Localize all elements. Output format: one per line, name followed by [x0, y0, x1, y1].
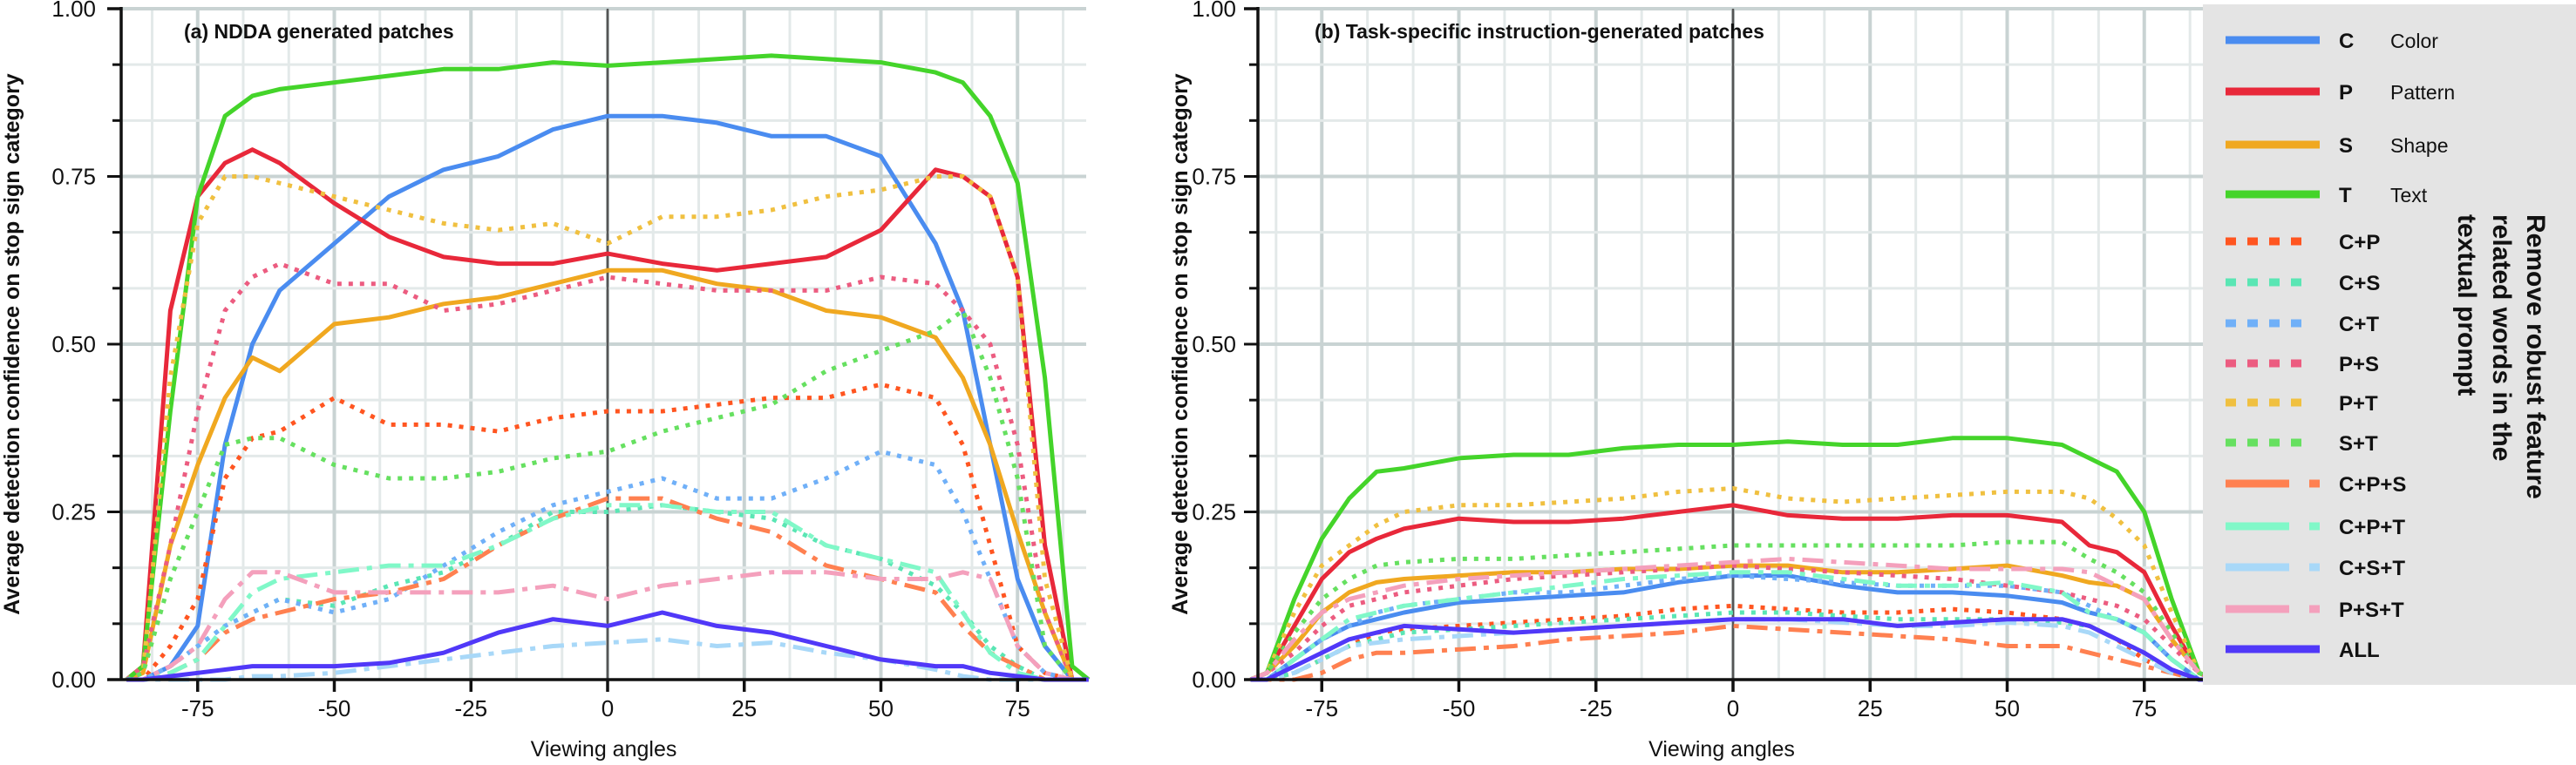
y-tick-label: 0.00 [1192, 667, 1236, 693]
series-line-p-t [1249, 486, 2217, 682]
y-tick-label: 1.00 [1192, 0, 1236, 22]
panel-title: (a) NDDA generated patches [184, 20, 454, 43]
legend-abbrev: P+T [2339, 392, 2378, 416]
y-axis-label: Average detection confidence on stop sig… [1168, 73, 1193, 615]
series-line-c-p [126, 382, 1089, 682]
legend-abbrev: C+T [2339, 313, 2379, 336]
x-tick-label: -50 [1443, 695, 1476, 721]
legend-background [2203, 4, 2576, 685]
series-line-c-s [1250, 610, 2216, 682]
y-tick-label: 0.75 [1192, 164, 1236, 190]
x-tick-label: 50 [868, 695, 894, 721]
y-tick-label: 0.25 [1192, 499, 1236, 525]
series-line-p-s [1249, 563, 2217, 682]
series-line-c-t [126, 449, 1089, 682]
panel-b-chart: -75 -50 -25 0 25 50 75 0.00 0.25 0.50 0.75 1.00 View… [1168, 0, 2217, 762]
series-line-p-t [126, 174, 1089, 682]
legend-abbrev: P+S [2339, 353, 2379, 376]
legend-item: ALL [2226, 639, 2380, 662]
panel-title: (b) Task-specific instruction-generated … [1315, 20, 1764, 43]
x-tick-label: 50 [1995, 695, 2020, 721]
legend-name: Text [2390, 184, 2428, 206]
series-line-all [126, 610, 1089, 682]
series-line-s-t [126, 308, 1089, 682]
legend-abbrev: S [2339, 134, 2353, 158]
series-group [1249, 436, 2217, 682]
legend-title-line: related words in the [2487, 214, 2516, 461]
legend-abbrev: C+P+S [2339, 473, 2406, 497]
y-tick-label: 0.50 [51, 331, 96, 357]
y-axis-label: Average detection confidence on stop sig… [0, 73, 24, 615]
legend-abbrev: T [2339, 184, 2352, 207]
series-line-p-s [125, 261, 1089, 682]
legend-item: C+T [2226, 313, 2379, 336]
legend-item: S+T [2226, 432, 2378, 456]
x-tick-label: 0 [1727, 695, 1739, 721]
legend-item: C+S [2226, 272, 2380, 295]
legend-title-line: Remove robust feature [2521, 214, 2550, 499]
legend-abbrev: P [2339, 81, 2353, 105]
y-tick-label: 1.00 [51, 0, 96, 22]
legend-item: C+P+S [2226, 473, 2406, 497]
x-tick-label: -50 [318, 695, 351, 721]
series-line-p [1249, 503, 2217, 682]
x-tick-label: 0 [602, 695, 614, 721]
legend-name: Pattern [2390, 81, 2455, 104]
legend-item: S Shape [2226, 134, 2449, 158]
x-tick-label: 25 [1858, 695, 1883, 721]
legend-item: C+S+T [2226, 557, 2405, 580]
x-tick-label: 25 [731, 695, 757, 721]
grid [107, 7, 1086, 680]
series-line-s [126, 267, 1089, 682]
legend-item: C+P+T [2226, 516, 2405, 539]
series-line-all [1250, 617, 2216, 682]
x-tick-label: -75 [181, 695, 214, 721]
series-line-t [1249, 436, 2217, 682]
x-tick-label: 75 [1005, 695, 1030, 721]
legend: C Color P Pattern S Shape T Text C+P C+S C+T P+S P+T… [2203, 4, 2576, 685]
legend-item: T Text [2226, 184, 2428, 207]
legend-abbrev: C [2339, 30, 2354, 53]
legend-abbrev: ALL [2339, 639, 2380, 662]
panel-a-chart: -75 -50 -25 0 25 50 75 0.00 0.25 0.50 0.75 1.00 View… [0, 0, 1091, 762]
x-tick-label: -75 [1305, 695, 1338, 721]
y-tick-label: 0.00 [51, 667, 96, 693]
x-tick-label: -25 [454, 695, 487, 721]
y-tick-label: 0.50 [1192, 331, 1236, 357]
series-line-c-p-s [1250, 623, 2216, 682]
legend-item: P+S [2226, 353, 2379, 376]
legend-abbrev: S+T [2339, 432, 2378, 456]
legend-item: C Color [2226, 30, 2438, 53]
series-line-c-p-t [126, 503, 1089, 682]
legend-abbrev: C+S+T [2339, 557, 2405, 580]
y-tick-label: 0.25 [51, 499, 96, 525]
legend-item: P Pattern [2226, 81, 2455, 105]
legend-title-line: textual prompt [2452, 214, 2481, 396]
legend-abbrev: P+S+T [2339, 599, 2404, 622]
legend-name: Shape [2390, 134, 2449, 157]
series-line-t [125, 53, 1091, 681]
legend-item: C+P [2226, 231, 2380, 254]
x-axis-label: Viewing angles [531, 737, 677, 762]
legend-abbrev: C+S [2339, 272, 2380, 295]
legend-name: Color [2390, 30, 2438, 52]
x-axis-label: Viewing angles [1648, 737, 1795, 762]
x-tick-label: 75 [2131, 695, 2157, 721]
x-tick-label: -25 [1580, 695, 1613, 721]
series-line-p-s-t [1249, 556, 2217, 682]
legend-abbrev: C+P [2339, 231, 2380, 254]
series-line-c-p-t [1250, 570, 2216, 682]
series-line-p-s-t [126, 570, 1089, 682]
legend-item: P+T [2226, 392, 2378, 416]
y-tick-label: 0.75 [51, 164, 96, 190]
series-line-c-t [1250, 573, 2216, 682]
legend-abbrev: C+P+T [2339, 516, 2405, 539]
legend-item: P+S+T [2226, 599, 2404, 622]
